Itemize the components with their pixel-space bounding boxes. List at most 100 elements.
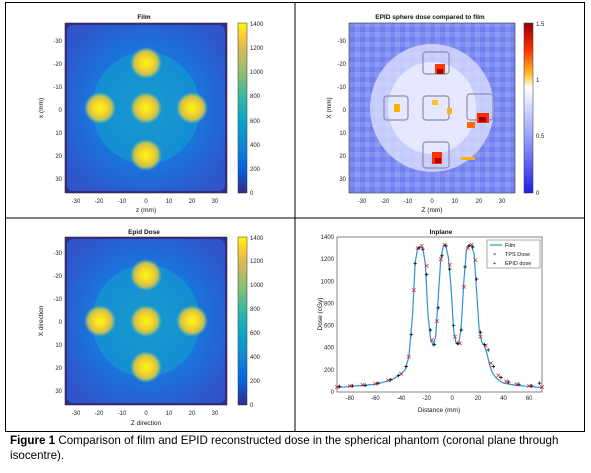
film-cbar-tick: 200	[250, 167, 261, 173]
film-cbar-tick: 1400	[250, 22, 264, 28]
point-epid	[455, 341, 460, 346]
ratio-panel: EPID sphere dose compared to film	[326, 14, 545, 214]
point-epid	[389, 378, 393, 382]
film-xlabel: z (mm)	[136, 207, 156, 214]
film-colorbar: 0 200 400 600 800 1000 1200 1400	[237, 22, 264, 197]
figure-panels: Film -30 -20 -10 0 10 20 30	[5, 2, 585, 432]
inplane-ytick: 1000	[321, 279, 335, 285]
film-xtick: -10	[118, 199, 127, 205]
point-epid	[440, 254, 444, 258]
inplane-ytick: 1200	[321, 257, 335, 263]
point-tps	[452, 334, 457, 339]
point-epid	[463, 265, 467, 269]
inplane-xtick: 0	[451, 396, 455, 402]
inplane-ylabel: Dose (cGy)	[317, 298, 324, 331]
point-epid	[506, 380, 511, 384]
point-epid	[499, 375, 503, 380]
film-cbar-tick: 400	[250, 143, 261, 149]
epid-xtick: 0	[144, 411, 148, 417]
film-panel: Film -30 -20 -10 0 10 20 30	[38, 14, 264, 214]
ratio-title: EPID sphere dose compared to film	[375, 14, 485, 21]
caption-text: Comparison of film and EPID reconstructe…	[10, 434, 559, 462]
epid-ytick: 20	[55, 366, 62, 372]
point-epid	[432, 342, 437, 347]
ratio-cbar-tick: 1	[536, 78, 540, 84]
epid-colorbar: 0 200 400 600 800 1000 1200 1400	[237, 236, 264, 409]
film-xtick: 0	[144, 199, 148, 205]
inplane-xticks: -80 -60 -40 -20 0 20 40 60	[345, 396, 533, 402]
film-title: Film	[137, 14, 151, 21]
epid-cbar-tick: 800	[250, 307, 261, 313]
inplane-legend: Film × TPS Dose + EPID dose	[486, 239, 541, 269]
point-tps	[461, 284, 466, 289]
epid-cbar-tick: 600	[250, 331, 261, 337]
ratio-ytick: -20	[337, 62, 346, 68]
point-tps	[496, 373, 501, 378]
point-epid	[451, 323, 456, 328]
inplane-ytick: 400	[324, 346, 335, 352]
inplane-xtick: -80	[345, 396, 354, 402]
figure-caption: Figure 1 Comparison of film and EPID rec…	[10, 433, 580, 463]
point-epid	[537, 381, 542, 385]
point-tps	[411, 288, 416, 293]
film-ytick: 20	[55, 154, 62, 160]
film-ytick: 30	[55, 177, 62, 183]
epid-panel: Epid Dose -30 -20 -10 0 10 20 30	[38, 229, 264, 427]
film-xtick: -20	[95, 199, 104, 205]
point-epid	[467, 244, 471, 248]
point-tps	[399, 371, 404, 376]
ratio-xtick: -10	[404, 199, 413, 205]
ratio-xtick: 0	[430, 199, 434, 205]
point-tps	[447, 262, 452, 267]
point-epid	[337, 384, 342, 389]
film-xtick: 20	[189, 199, 196, 205]
film-xticks: -30 -20 -10 0 10 20 30	[72, 199, 219, 205]
epid-cbar-tick: 0	[250, 403, 254, 409]
point-epid	[363, 383, 367, 388]
epid-xtick: -20	[95, 411, 104, 417]
film-cbar-tick: 1200	[250, 46, 264, 52]
ratio-ytick: -10	[337, 85, 346, 91]
ratio-xtick: 30	[499, 199, 506, 205]
epid-ylabel: X direction	[38, 305, 45, 336]
inplane-series	[334, 242, 545, 390]
ratio-cbar-tick: 1.5	[536, 22, 545, 28]
epid-ytick: -10	[53, 297, 62, 303]
ratio-colorbar: 0 0.5 1 1.5	[523, 22, 545, 197]
ratio-xlabel: Z (mm)	[422, 207, 443, 214]
point-tps	[488, 361, 493, 366]
ratio-xtick: 10	[452, 199, 459, 205]
epid-xticks: -30 -20 -10 0 10 20 30	[72, 411, 219, 417]
ratio-ytick: -30	[337, 39, 346, 45]
point-epid	[350, 384, 355, 388]
point-tps	[419, 243, 424, 248]
inplane-title: Inplane	[430, 229, 453, 236]
film-cbar-tick: 600	[250, 119, 261, 125]
epid-cbar-tick: 200	[250, 379, 261, 385]
point-epid	[376, 381, 380, 385]
point-epid	[428, 328, 433, 332]
legend-epid-swatch: +	[493, 261, 496, 267]
point-epid	[491, 364, 496, 369]
epid-yticks: -30 -20 -10 0 10 20 30	[53, 251, 62, 395]
point-tps	[527, 383, 532, 388]
inplane-xlabel: Distance (mm)	[418, 407, 460, 414]
ratio-xtick: 20	[476, 199, 483, 205]
point-tps	[539, 384, 545, 390]
film-ytick: -10	[53, 85, 62, 91]
ratio-xtick: -30	[358, 199, 367, 205]
film-heatmap	[64, 22, 228, 194]
film-yticks: -30 -20 -10 0 10 20 30	[53, 39, 62, 183]
point-epid	[486, 348, 490, 352]
point-tps	[504, 379, 509, 384]
epid-xtick: -10	[118, 411, 127, 417]
legend-film-label: Film	[505, 243, 516, 249]
film-cbar-tick: 0	[250, 191, 254, 197]
epid-xtick: 30	[212, 411, 219, 417]
film-ytick: -30	[53, 39, 62, 45]
inplane-xtick: -60	[371, 396, 380, 402]
ratio-cbar-tick: 0.5	[536, 134, 545, 140]
point-tps	[473, 258, 478, 263]
film-ylabel: x (mm)	[38, 98, 45, 118]
ratio-yticks: -30 -20 -10 0 10 20 30	[337, 39, 346, 183]
